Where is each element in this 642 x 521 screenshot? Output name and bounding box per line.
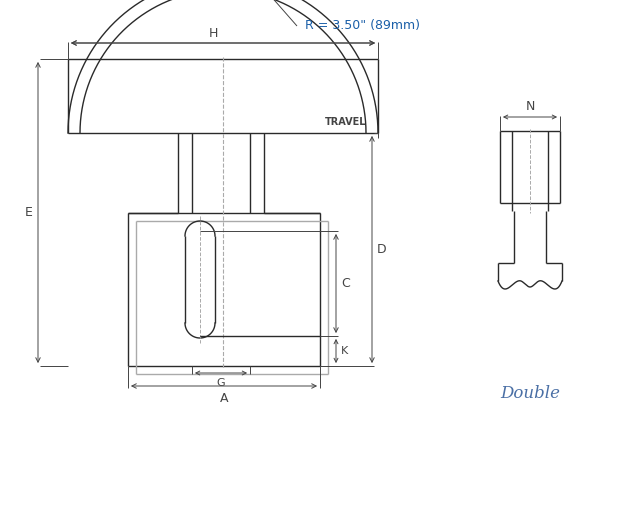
Text: R = 3.50" (89mm): R = 3.50" (89mm) bbox=[305, 19, 420, 32]
Text: K: K bbox=[341, 346, 348, 356]
Text: Double: Double bbox=[500, 384, 560, 402]
Text: A: A bbox=[220, 392, 229, 405]
Text: G: G bbox=[217, 378, 225, 388]
Text: H: H bbox=[208, 27, 218, 40]
Text: C: C bbox=[341, 277, 350, 290]
Text: D: D bbox=[377, 243, 386, 256]
Text: N: N bbox=[525, 100, 535, 113]
Text: TRAVEL: TRAVEL bbox=[325, 117, 367, 127]
Text: E: E bbox=[25, 206, 33, 219]
